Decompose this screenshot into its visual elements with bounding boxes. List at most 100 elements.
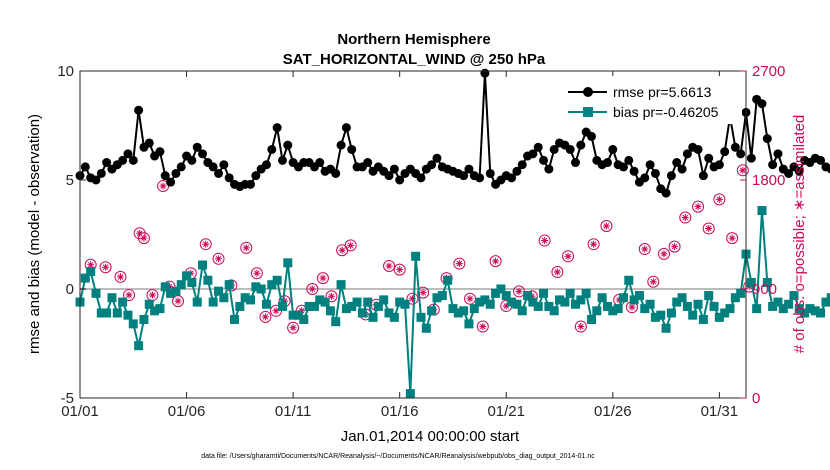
obs-count-marker	[406, 292, 419, 305]
y-left-tick-label: 0	[66, 281, 74, 298]
bias-point	[134, 341, 144, 351]
rmse-point	[794, 166, 804, 176]
bias-point	[288, 310, 298, 320]
obs-assimilated-asterisk	[492, 257, 500, 265]
obs-possible-circle	[476, 320, 489, 333]
bias-point	[544, 301, 554, 311]
bias-point	[773, 297, 783, 307]
bias-point	[709, 301, 719, 311]
rmse-point	[80, 162, 90, 172]
bias-point	[475, 297, 485, 307]
bias-point	[416, 312, 426, 322]
bias-point	[528, 297, 538, 307]
bias-point	[144, 299, 154, 309]
bias-point	[166, 288, 176, 298]
y-left-tick-label: 10	[57, 63, 74, 80]
obs-count-marker	[736, 164, 749, 177]
bias-point	[704, 291, 714, 301]
obs-assimilated-asterisk	[308, 285, 316, 293]
obs-assimilated-asterisk	[289, 324, 297, 332]
bias-point	[411, 251, 421, 261]
bias-point	[176, 280, 186, 290]
y-axis-right-label: # of obs: o=possible; ∗=assimilated	[791, 115, 808, 354]
obs-assimilated-asterisk	[602, 222, 610, 230]
obs-assimilated-asterisk	[728, 234, 736, 242]
bias-point	[256, 284, 266, 294]
rmse-point	[214, 168, 224, 178]
obs-count-marker	[259, 310, 272, 323]
obs-possible-circle	[726, 232, 739, 245]
bias-point	[192, 297, 202, 307]
bias-point	[432, 293, 442, 303]
bias-point	[645, 299, 655, 309]
bias-point	[634, 291, 644, 301]
obs-count-marker	[726, 232, 739, 245]
rmse-point	[666, 171, 676, 181]
chart-subtitle: SAT_HORIZONTAL_WIND @ 250 hPa	[283, 51, 546, 68]
obs-count-marker	[137, 232, 150, 245]
obs-count-marker	[316, 272, 329, 285]
rmse-point	[629, 166, 639, 176]
rmse-point	[341, 123, 351, 133]
y-right-tick-label: 0	[752, 390, 760, 407]
bias-point	[363, 297, 373, 307]
bias-point	[427, 306, 437, 316]
rmse-point	[714, 160, 724, 170]
bias-point	[586, 315, 596, 325]
bias-point	[720, 308, 730, 318]
bias-point	[618, 293, 628, 303]
bias-point	[533, 301, 543, 311]
rmse-point	[826, 164, 830, 174]
obs-count-marker	[344, 239, 357, 252]
rmse-point	[459, 171, 469, 181]
obs-possible-circle	[551, 266, 564, 279]
rmse-point	[198, 149, 208, 159]
rmse-point	[608, 144, 618, 154]
y-axis-left-label: rmse and bias (model - observation)	[26, 114, 43, 354]
footnote: data file: /Users/gharamti/Documents/NCA…	[201, 453, 595, 460]
obs-assimilated-asterisk	[455, 260, 463, 268]
obs-possible-circle	[587, 238, 600, 251]
bias-point	[693, 299, 703, 309]
rmse-point	[277, 155, 287, 165]
obs-assimilated-asterisk	[261, 313, 269, 321]
bias-point	[352, 297, 362, 307]
legend-bias-label: bias pr=-0.46205	[613, 104, 719, 120]
bias-point	[336, 280, 346, 290]
obs-assimilated-asterisk	[125, 291, 133, 299]
rmse-point	[507, 173, 517, 183]
bias-point	[608, 306, 618, 316]
bias-point	[576, 295, 586, 305]
rmse-point	[384, 171, 394, 181]
obs-possible-circle	[702, 222, 715, 235]
x-tick-label: 01/01	[61, 403, 99, 420]
obs-possible-circle	[657, 247, 670, 260]
legend-rmse-label: rmse pr=5.6613	[613, 84, 712, 100]
bias-point	[485, 299, 495, 309]
obs-count-marker	[638, 243, 651, 256]
obs-possible-circle	[692, 200, 705, 213]
obs-assimilated-asterisk	[515, 287, 523, 295]
obs-count-marker	[325, 290, 338, 303]
obs-assimilated-asterisk	[347, 241, 355, 249]
bias-point	[219, 293, 229, 303]
rmse-point	[539, 155, 549, 165]
bias-point	[160, 282, 170, 292]
bias-point	[496, 284, 506, 294]
obs-possible-circle	[406, 292, 419, 305]
bias-point	[389, 312, 399, 322]
obs-possible-circle	[259, 310, 272, 323]
obs-possible-circle	[250, 267, 263, 280]
rmse-point	[464, 164, 474, 174]
rmse-point	[224, 173, 234, 183]
rmse-point	[512, 166, 522, 176]
rmse-point	[160, 171, 170, 181]
rmse-point	[283, 140, 293, 150]
bias-point	[656, 310, 666, 320]
rmse-point	[245, 179, 255, 189]
bias-point	[251, 282, 261, 292]
rmse-point	[640, 173, 650, 183]
bias-point	[118, 297, 128, 307]
bias-point	[714, 312, 724, 322]
obs-possible-circle	[306, 283, 319, 295]
